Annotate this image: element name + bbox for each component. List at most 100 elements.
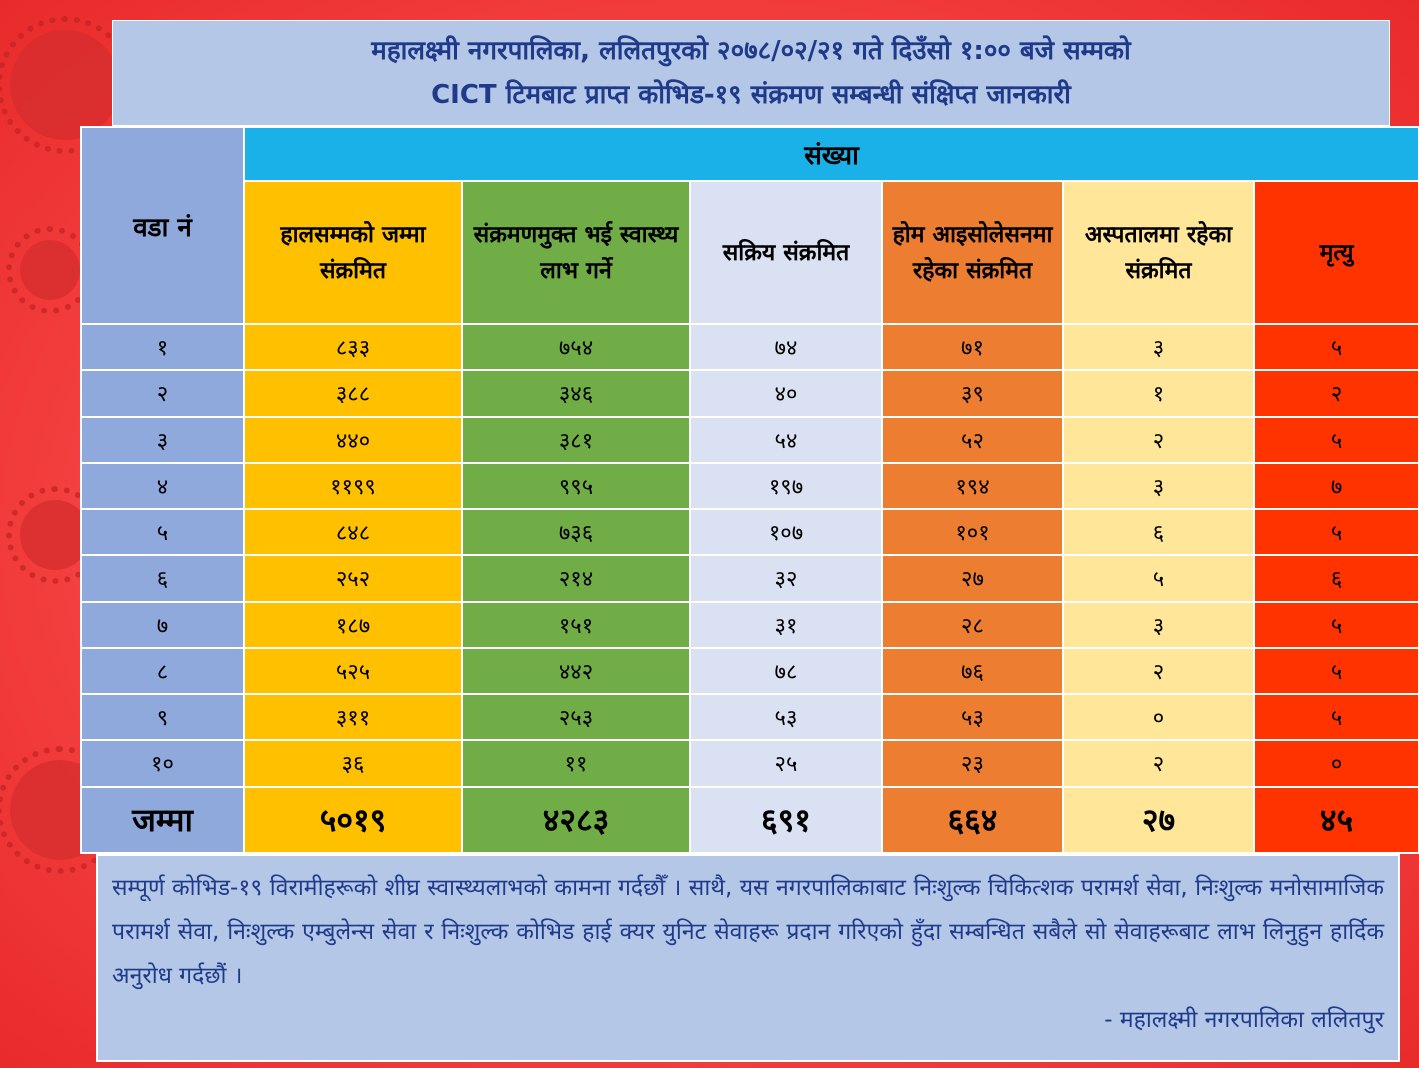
table-cell: २५ (689, 739, 883, 788)
total-cell: २७ (1062, 785, 1255, 855)
ward-number-cell: १ (80, 323, 245, 372)
total-cell: ६९१ (689, 785, 883, 855)
table-cell: ११९९ (243, 461, 463, 511)
notice-signature: - महालक्ष्मी नगरपालिका ललितपुर (1104, 1007, 1384, 1033)
table-row: ७ १८७ १५१ ३१ २८ ३ ५ (80, 600, 1419, 649)
ward-number-cell: १० (80, 739, 245, 788)
table-cell: १९७ (689, 461, 883, 511)
table-row: ३ ४४० ३८१ ५४ ५२ २ ५ (80, 415, 1419, 464)
ward-number-cell: ९ (80, 693, 245, 742)
ward-number-cell: ६ (80, 554, 245, 603)
covid-ward-table: वडा नं संख्या हालसम्मको जम्मा संक्रमित स… (80, 125, 1419, 855)
table-cell: १०१ (881, 508, 1064, 557)
table-cell: ५२५ (243, 646, 463, 696)
total-label: जम्मा (80, 785, 245, 855)
table-cell: ५ (1252, 508, 1419, 557)
ward-number-cell: ५ (80, 508, 245, 557)
notice-text: सम्पूर्ण कोभिड-१९ विरामीहरूको शीघ्र स्वा… (112, 875, 1384, 989)
table-cell: ० (1252, 739, 1419, 788)
count-group-header: संख्या (242, 125, 1419, 183)
table-row: ५ ८४८ ७३६ १०७ १०१ ६ ५ (80, 508, 1419, 557)
table-cell: ३ (1062, 461, 1255, 511)
virus-decoration-icon (6, 226, 94, 314)
ward-number-cell: ४ (80, 461, 245, 511)
total-cell: ६६४ (881, 785, 1064, 855)
table-cell: १५१ (461, 600, 691, 649)
table-cell: ८४८ (243, 508, 463, 557)
table-cell: ७१ (881, 323, 1064, 372)
table-cell: ३ (1062, 323, 1255, 372)
table-cell: ३९ (881, 369, 1064, 418)
virus-decoration-icon (6, 486, 104, 584)
table-cell: २ (1252, 369, 1419, 418)
col-deaths-header: मृत्यु (1252, 180, 1419, 326)
table-cell: १८७ (243, 600, 463, 649)
table-row: ९ ३११ २५३ ५३ ५३ ० ५ (80, 693, 1419, 742)
table-cell: ० (1062, 693, 1255, 742)
table-cell: ५ (1252, 323, 1419, 372)
table-cell: ८३३ (243, 323, 463, 372)
title-line-2: CICT टिमबाट प्राप्त कोभिड-१९ संक्रमण सम्… (431, 80, 1071, 110)
total-cell: ४५ (1252, 785, 1419, 855)
total-cell: ५०१९ (243, 785, 463, 855)
table-cell: ५ (1252, 646, 1419, 696)
table-cell: ७३६ (461, 508, 691, 557)
col-total-infected-header: हालसम्मको जम्मा संक्रमित (243, 180, 463, 326)
col-hospital-header: अस्पतालमा रहेका संक्रमित (1062, 180, 1255, 326)
ward-number-cell: ३ (80, 415, 245, 464)
table-row: ६ २५२ २१४ ३२ २७ ५ ६ (80, 554, 1419, 603)
table-cell: ४४० (243, 415, 463, 464)
table-cell: २८ (881, 600, 1064, 649)
table-cell: १ (1062, 369, 1255, 418)
table-row: २ ३८८ ३४६ ४० ३९ १ २ (80, 369, 1419, 418)
col-active-header: सक्रिय संक्रमित (689, 180, 883, 326)
table-cell: २७ (881, 554, 1064, 603)
col-recovered-header: संक्रमणमुक्त भई स्वास्थ्य लाभ गर्ने (461, 180, 691, 326)
table-cell: ४४२ (461, 646, 691, 696)
table-cell: ३६ (243, 739, 463, 788)
table-cell: ७८ (689, 646, 883, 696)
notice-box: सम्पूर्ण कोभिड-१९ विरामीहरूको शीघ्र स्वा… (96, 854, 1400, 1062)
total-row: जम्मा ५०१९ ४२८३ ६९१ ६६४ २७ ४५ (80, 785, 1419, 855)
table-cell: २३ (881, 739, 1064, 788)
table-cell: ६ (1062, 508, 1255, 557)
table-cell: ४० (689, 369, 883, 418)
table-cell: २५३ (461, 693, 691, 742)
table-cell: २५२ (243, 554, 463, 603)
table-cell: ५ (1252, 693, 1419, 742)
table-cell: १०७ (689, 508, 883, 557)
col-home-isolation-header: होम आइसोलेसनमा रहेका संक्रमित (881, 180, 1064, 326)
ward-number-cell: २ (80, 369, 245, 418)
ward-number-cell: ७ (80, 600, 245, 649)
table-row: १ ८३३ ७५४ ७४ ७१ ३ ५ (80, 323, 1419, 372)
table-cell: ५२ (881, 415, 1064, 464)
table-cell: ५ (1252, 415, 1419, 464)
ward-header: वडा नं (80, 125, 245, 326)
page-title: महालक्ष्मी नगरपालिका, ललितपुरको २०७८/०२/… (112, 20, 1390, 126)
table-cell: ७ (1252, 461, 1419, 511)
table-row: ८ ५२५ ४४२ ७८ ७६ २ ५ (80, 646, 1419, 696)
table-cell: ३ (1062, 600, 1255, 649)
table-cell: ५४ (689, 415, 883, 464)
table-cell: ५ (1062, 554, 1255, 603)
table-cell: २१४ (461, 554, 691, 603)
table-cell: २ (1062, 739, 1255, 788)
table-cell: २ (1062, 646, 1255, 696)
ward-number-cell: ८ (80, 646, 245, 696)
table-cell: ३२ (689, 554, 883, 603)
table-cell: ३८१ (461, 415, 691, 464)
table-cell: ३११ (243, 693, 463, 742)
table-cell: ३४६ (461, 369, 691, 418)
virus-decoration-icon (0, 16, 134, 154)
total-cell: ४२८३ (461, 785, 691, 855)
table-cell: ३१ (689, 600, 883, 649)
title-line-1: महालक्ष्मी नगरपालिका, ललितपुरको २०७८/०२/… (371, 36, 1131, 66)
table-cell: ७६ (881, 646, 1064, 696)
table-cell: २ (1062, 415, 1255, 464)
table-cell: ३८८ (243, 369, 463, 418)
table-cell: ५ (1252, 600, 1419, 649)
table-cell: ७५४ (461, 323, 691, 372)
table-cell: ९९५ (461, 461, 691, 511)
table-cell: १९४ (881, 461, 1064, 511)
table-cell: ११ (461, 739, 691, 788)
